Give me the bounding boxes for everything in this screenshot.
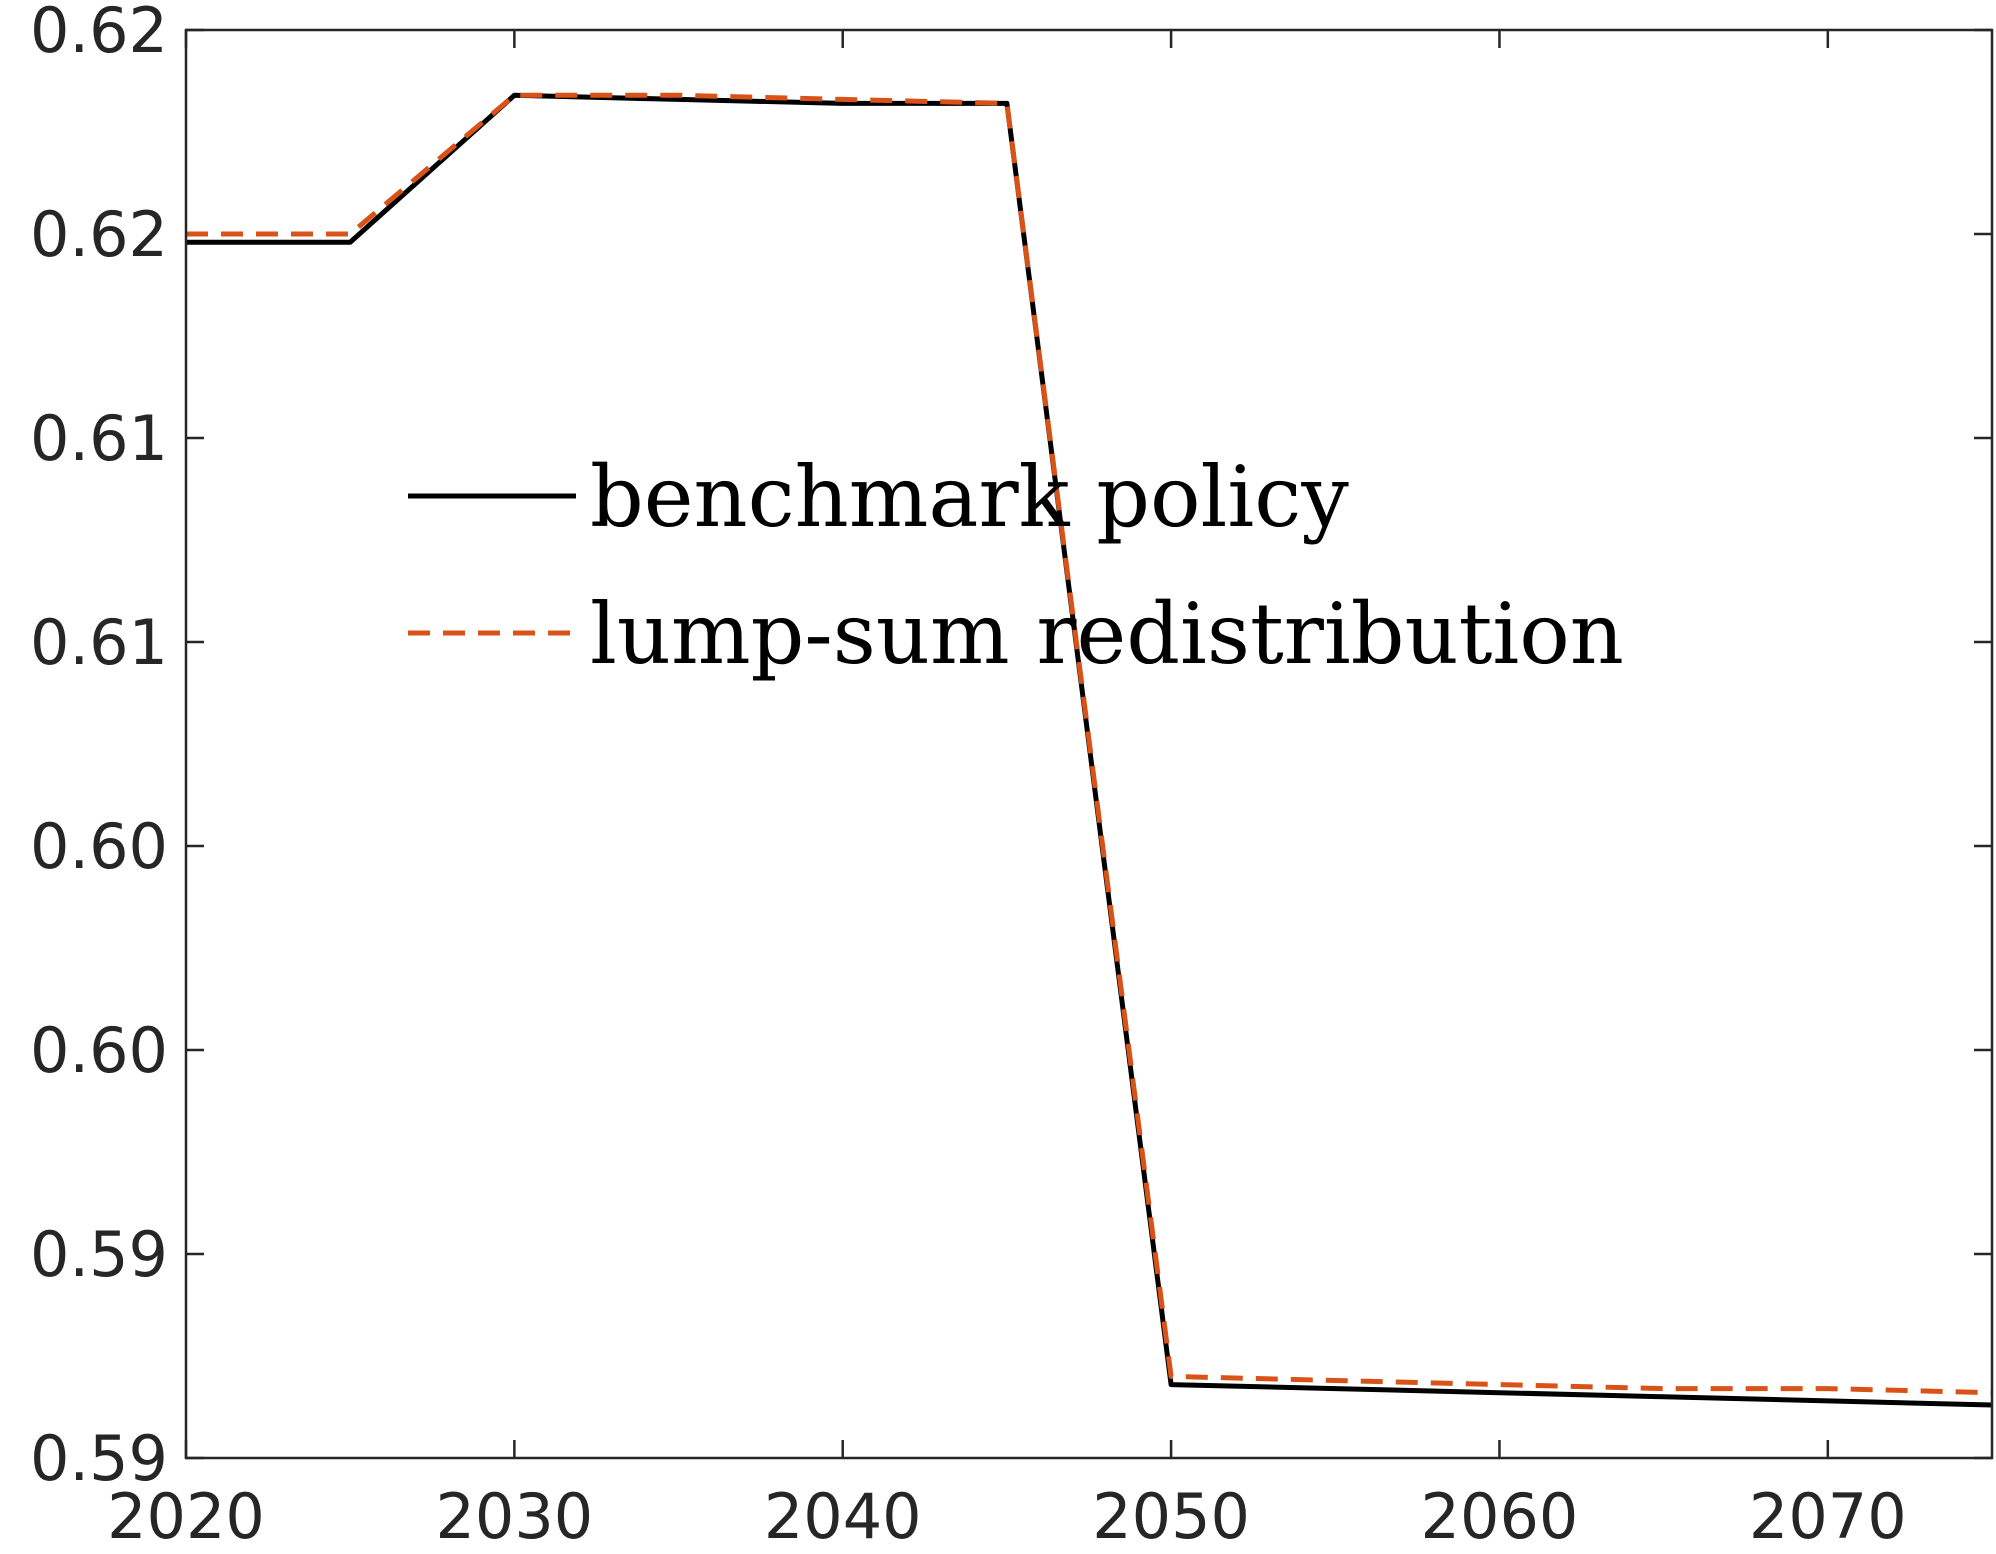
y-tick-label: 0.60 bbox=[30, 1014, 168, 1087]
x-tick-label: 2060 bbox=[1421, 1480, 1579, 1553]
plot-frame bbox=[184, 28, 1994, 1460]
axes: 2020 2030 2040 2050 2060 2070 0.59 0.59 0.60 0.60… bbox=[30, 0, 1992, 1553]
y-tick-label: 0.61 bbox=[30, 402, 168, 475]
y-tick-label: 0.59 bbox=[30, 1218, 168, 1291]
y-tick-label: 0.60 bbox=[30, 810, 168, 883]
series-lines bbox=[186, 92, 1993, 1408]
x-tick-label: 2040 bbox=[764, 1480, 922, 1553]
y-tick-label: 0.62 bbox=[30, 198, 168, 271]
legend-label-lump-sum-redistribution: lump-sum redistribution bbox=[590, 585, 1624, 683]
y-tick-label: 0.61 bbox=[30, 606, 168, 679]
x-tick-label: 2030 bbox=[435, 1480, 593, 1553]
series-line-lump-sum-redistribution bbox=[186, 92, 1993, 1396]
y-tick-label: 0.59 bbox=[30, 1422, 168, 1495]
x-tick-label: 2020 bbox=[107, 1480, 265, 1553]
legend: benchmark policy lump-sum redistribution bbox=[408, 448, 1624, 683]
x-tick-label: 2070 bbox=[1749, 1480, 1907, 1553]
legend-label-benchmark-policy: benchmark policy bbox=[590, 448, 1349, 546]
x-tick-label: 2050 bbox=[1092, 1480, 1250, 1553]
y-tick-label: 0.62 bbox=[30, 0, 168, 67]
